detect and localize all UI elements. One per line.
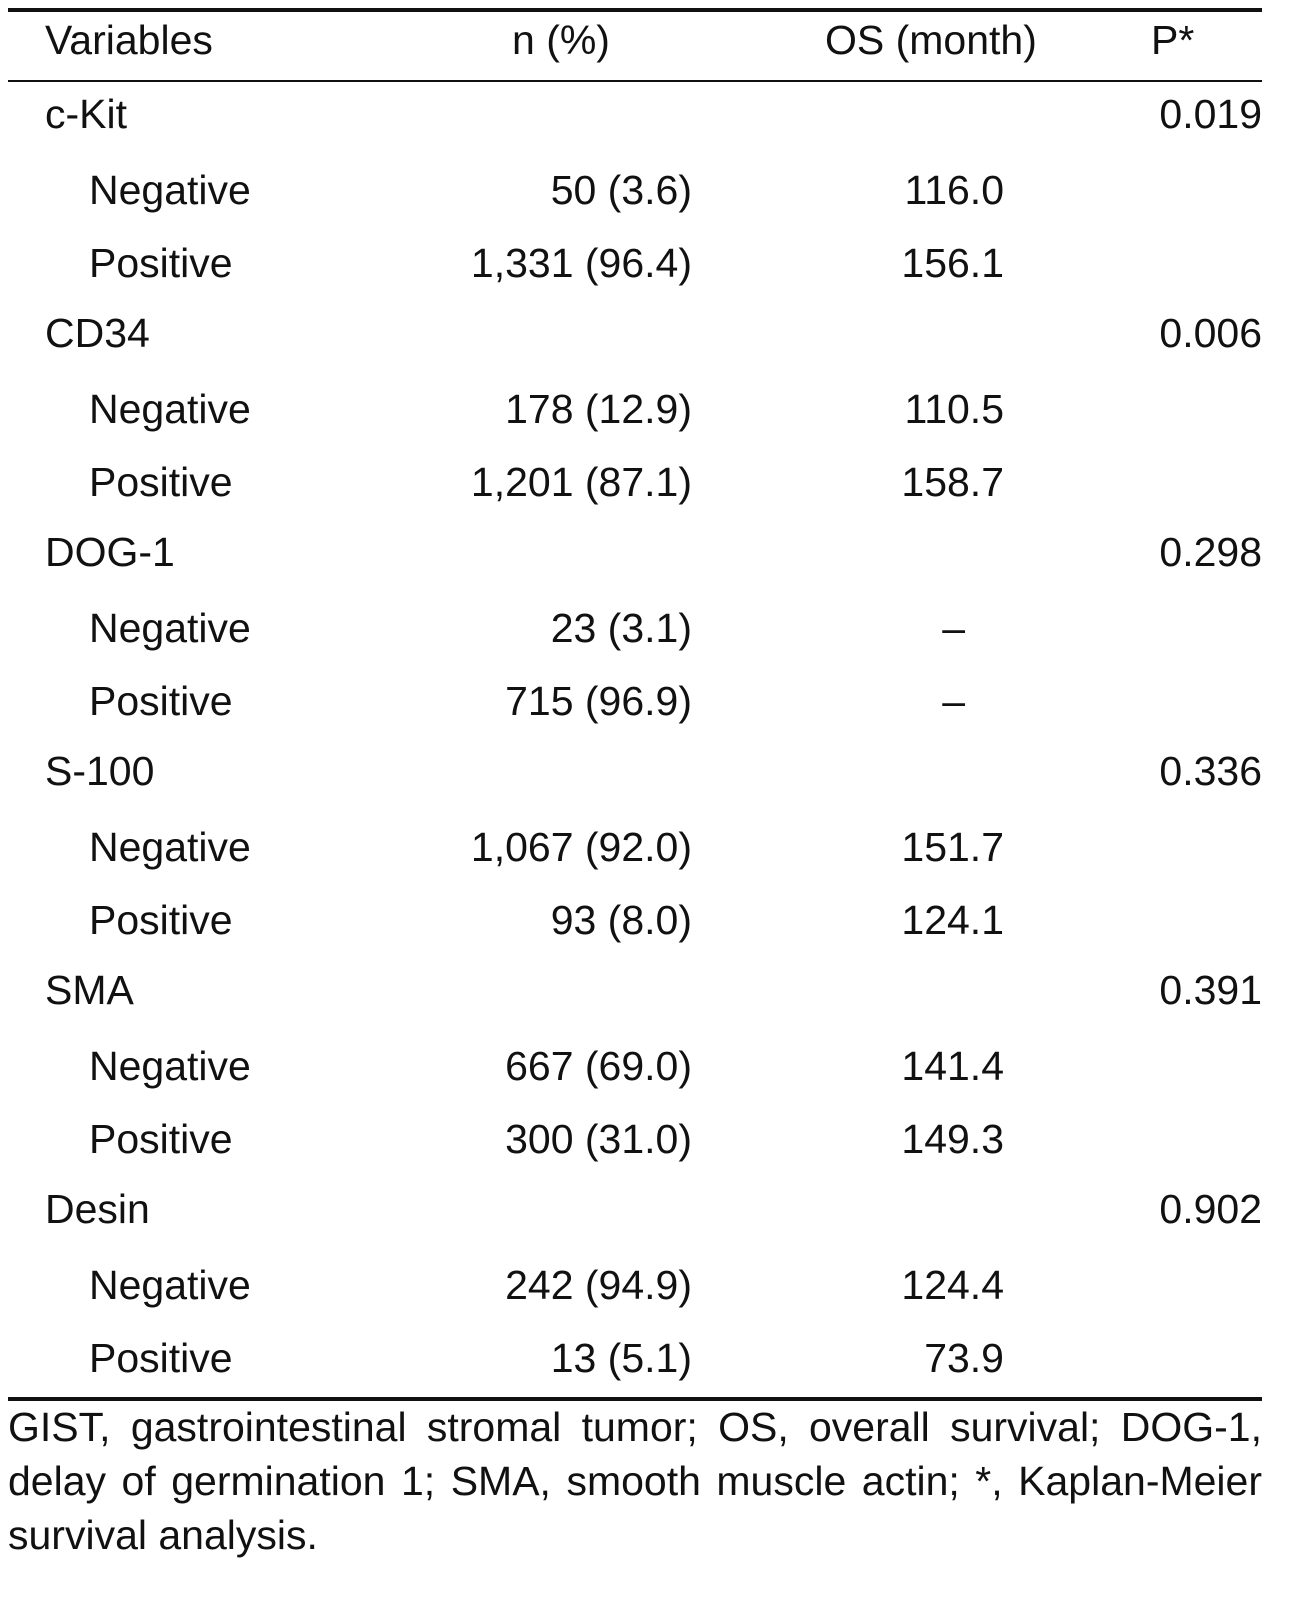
row-n-percent: 13 (5.1) (550, 1335, 692, 1381)
table-footnote: GIST, gastrointestinal stromal tumor; OS… (8, 1404, 1262, 1558)
row-n-percent: 1,201 (87.1) (470, 459, 692, 505)
row-os: 124.4 (901, 1262, 1004, 1308)
group-row: S-100 0.336 (8, 741, 1262, 801)
table-row: Negative 1,067 (92.0) 151.7 (8, 817, 1262, 877)
row-label: Positive (89, 459, 233, 505)
table-row: Positive 1,331 (96.4) 156.1 (8, 233, 1262, 293)
table-top-rule (8, 8, 1262, 12)
group-name: S-100 (45, 748, 155, 794)
row-os: – (942, 678, 965, 724)
header-os-month: OS (month) (825, 17, 1037, 63)
row-n-percent: 1,067 (92.0) (470, 824, 692, 870)
table-row: Negative 242 (94.9) 124.4 (8, 1255, 1262, 1315)
header-variables: Variables (45, 17, 213, 63)
header-p-value: P* (1151, 17, 1195, 63)
row-os: 124.1 (901, 897, 1004, 943)
table-row: Positive 715 (96.9) – (8, 671, 1262, 731)
row-n-percent: 23 (3.1) (550, 605, 692, 651)
table-row: Positive 93 (8.0) 124.1 (8, 890, 1262, 950)
row-label: Negative (89, 605, 251, 651)
row-label: Negative (89, 167, 251, 213)
row-os: 156.1 (901, 240, 1004, 286)
table-header-rule (8, 80, 1262, 82)
group-name: DOG-1 (45, 529, 175, 575)
table-row: Positive 13 (5.1) 73.9 (8, 1328, 1262, 1388)
group-p-value: 0.902 (1159, 1186, 1262, 1232)
table-row: Negative 178 (12.9) 110.5 (8, 379, 1262, 439)
group-name: CD34 (45, 310, 150, 356)
row-os: 158.7 (901, 459, 1004, 505)
row-n-percent: 178 (12.9) (505, 386, 692, 432)
row-n-percent: 93 (8.0) (550, 897, 692, 943)
group-name: c-Kit (45, 91, 127, 137)
group-p-value: 0.298 (1159, 529, 1262, 575)
row-os: 151.7 (901, 824, 1004, 870)
row-os: 141.4 (901, 1043, 1004, 1089)
group-name: Desin (45, 1186, 150, 1232)
row-os: 73.9 (924, 1335, 1004, 1381)
table-row: Negative 50 (3.6) 116.0 (8, 160, 1262, 220)
row-n-percent: 1,331 (96.4) (470, 240, 692, 286)
row-label: Negative (89, 824, 251, 870)
group-p-value: 0.006 (1159, 310, 1262, 356)
row-os: 116.0 (904, 167, 1004, 213)
row-label: Positive (89, 897, 233, 943)
group-name: SMA (45, 967, 134, 1013)
group-p-value: 0.019 (1159, 91, 1262, 137)
row-label: Negative (89, 386, 251, 432)
row-label: Positive (89, 1116, 233, 1162)
row-os: – (942, 605, 965, 651)
table-bottom-rule (8, 1397, 1262, 1401)
group-row: SMA 0.391 (8, 960, 1262, 1020)
row-n-percent: 300 (31.0) (505, 1116, 692, 1162)
group-row: c-Kit 0.019 (8, 84, 1262, 144)
row-label: Positive (89, 678, 233, 724)
row-label: Negative (89, 1043, 251, 1089)
table-row: Positive 300 (31.0) 149.3 (8, 1109, 1262, 1169)
row-label: Positive (89, 1335, 233, 1381)
group-p-value: 0.336 (1159, 748, 1262, 794)
row-n-percent: 242 (94.9) (505, 1262, 692, 1308)
header-n-percent: n (%) (512, 17, 610, 63)
group-row: DOG-1 0.298 (8, 522, 1262, 582)
table-header-row: Variables n (%) OS (month) P* (8, 10, 1262, 70)
group-row: Desin 0.902 (8, 1179, 1262, 1239)
row-os: 110.5 (904, 386, 1004, 432)
table-row: Negative 667 (69.0) 141.4 (8, 1036, 1262, 1096)
table-row: Positive 1,201 (87.1) 158.7 (8, 452, 1262, 512)
table-row: Negative 23 (3.1) – (8, 598, 1262, 658)
row-os: 149.3 (901, 1116, 1004, 1162)
group-row: CD34 0.006 (8, 303, 1262, 363)
row-n-percent: 715 (96.9) (505, 678, 692, 724)
row-n-percent: 667 (69.0) (505, 1043, 692, 1089)
row-label: Positive (89, 240, 233, 286)
row-label: Negative (89, 1262, 251, 1308)
group-p-value: 0.391 (1159, 967, 1262, 1013)
row-n-percent: 50 (3.6) (550, 167, 692, 213)
